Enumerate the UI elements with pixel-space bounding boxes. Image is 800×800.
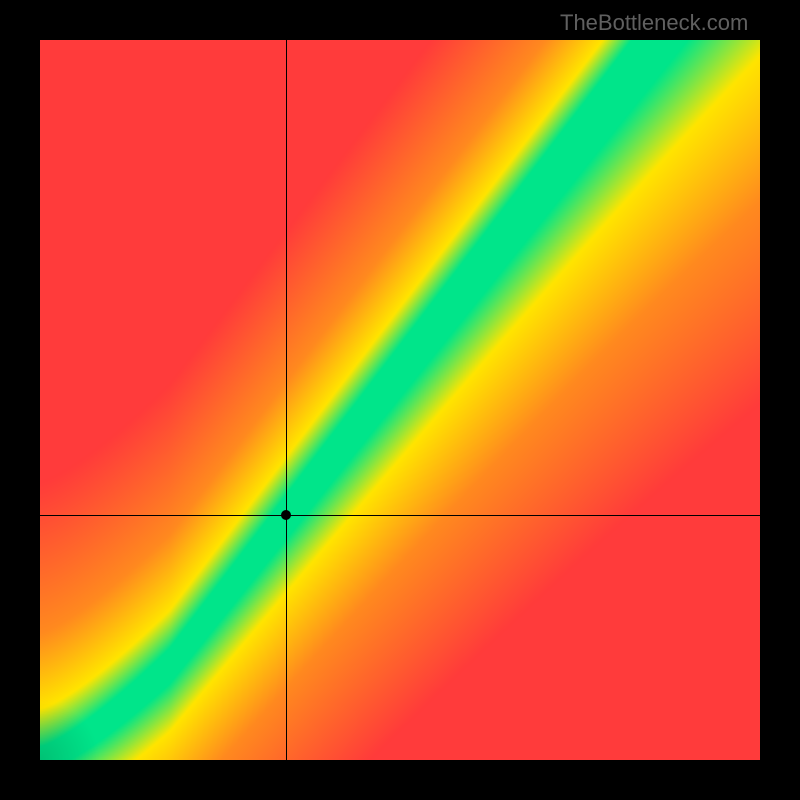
crosshair-horizontal [40, 515, 760, 516]
bottleneck-heatmap [40, 40, 760, 760]
watermark-text: TheBottleneck.com [560, 10, 748, 36]
crosshair-vertical [286, 40, 287, 760]
